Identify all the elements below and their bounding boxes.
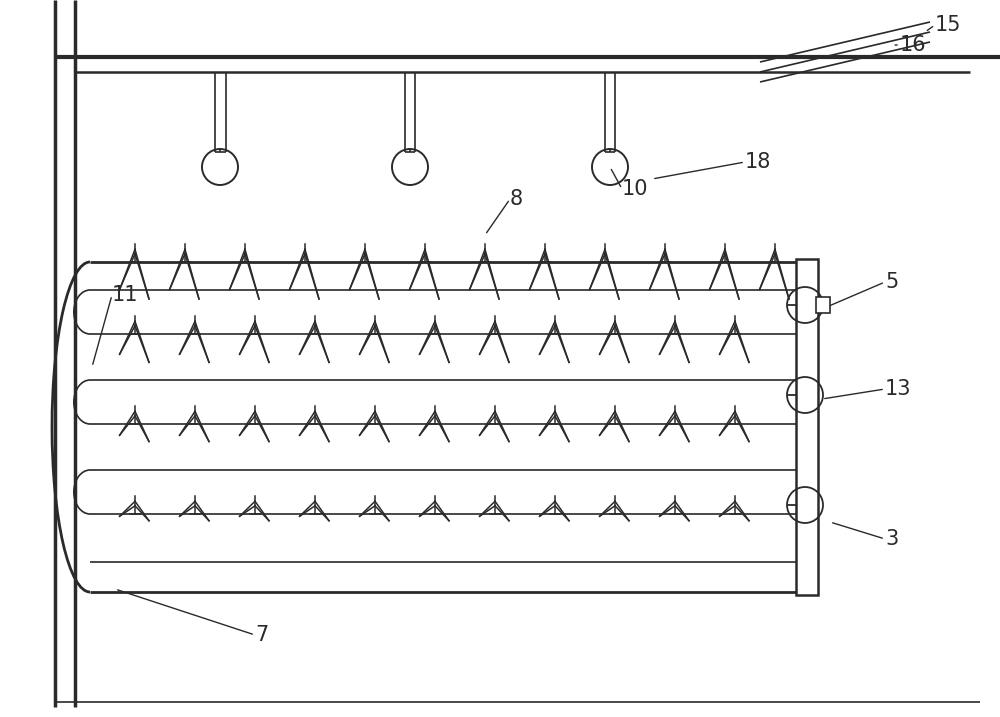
Text: 18: 18: [745, 152, 771, 172]
Text: 15: 15: [935, 15, 962, 35]
Text: 3: 3: [885, 529, 898, 549]
Text: 11: 11: [112, 285, 138, 305]
Bar: [816, 297, 830, 313]
Bar: [796, 259, 818, 595]
Text: 7: 7: [255, 625, 268, 645]
Text: 5: 5: [885, 272, 898, 292]
Text: 13: 13: [885, 379, 912, 399]
Text: 8: 8: [510, 189, 523, 209]
Text: 16: 16: [900, 35, 927, 55]
Text: 10: 10: [622, 179, 648, 199]
